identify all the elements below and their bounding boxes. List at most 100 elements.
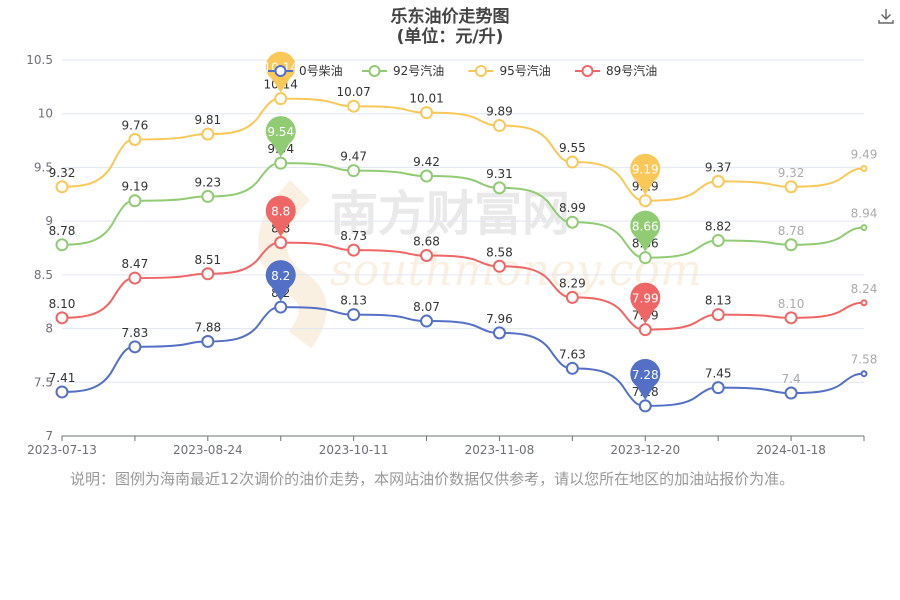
data-point bbox=[274, 156, 288, 170]
data-point bbox=[201, 334, 215, 348]
line-chart: 南方财富网southmoney.com77.588.599.51010.5202… bbox=[26, 51, 878, 457]
data-point bbox=[711, 381, 725, 395]
y-tick-label: 9.5 bbox=[34, 160, 53, 174]
data-label: 8.51 bbox=[194, 253, 221, 267]
x-tick-label: 2023-07-13 bbox=[27, 443, 97, 457]
data-point bbox=[128, 132, 142, 146]
data-label: 7.96 bbox=[486, 312, 513, 326]
data-point bbox=[55, 180, 69, 194]
pin-shape bbox=[265, 116, 296, 158]
chart-title: 乐东油价走势图 bbox=[390, 7, 510, 27]
data-label: 9.55 bbox=[559, 141, 586, 155]
data-point bbox=[638, 399, 652, 413]
x-tick-label: 2024-01-18 bbox=[756, 443, 826, 457]
data-point bbox=[492, 119, 506, 133]
data-point bbox=[860, 224, 868, 232]
data-point bbox=[565, 290, 579, 304]
data-point bbox=[55, 385, 69, 399]
data-point bbox=[128, 194, 142, 208]
data-label: 9.32 bbox=[49, 166, 76, 180]
data-label: 8.10 bbox=[49, 297, 76, 311]
legend-symbol bbox=[475, 65, 487, 77]
pin-marker: 9.54 bbox=[265, 116, 296, 158]
data-point bbox=[274, 236, 288, 250]
y-tick-label: 10 bbox=[38, 107, 53, 121]
data-label: 9.42 bbox=[413, 155, 440, 169]
data-point bbox=[492, 181, 506, 195]
data-point bbox=[420, 314, 434, 328]
data-point bbox=[565, 155, 579, 169]
data-label: 8.47 bbox=[122, 257, 149, 271]
data-point bbox=[492, 259, 506, 273]
data-label: 8.78 bbox=[49, 224, 76, 238]
data-point bbox=[711, 174, 725, 188]
data-point bbox=[201, 127, 215, 141]
pin-marker: 7.99 bbox=[630, 282, 661, 324]
pin-shape bbox=[630, 358, 661, 400]
data-label: 9.47 bbox=[340, 150, 367, 164]
data-point bbox=[860, 299, 868, 307]
data-point bbox=[347, 308, 361, 322]
pin-shape bbox=[630, 210, 661, 252]
data-label: 8.24 bbox=[851, 282, 878, 296]
download-icon[interactable] bbox=[876, 6, 896, 26]
data-label: 8.29 bbox=[559, 276, 586, 290]
pin-label: 9.54 bbox=[267, 125, 294, 139]
data-point bbox=[638, 251, 652, 265]
y-tick-label: 8 bbox=[45, 322, 53, 336]
data-label: 7.4 bbox=[782, 372, 801, 386]
data-point bbox=[565, 361, 579, 375]
data-point bbox=[492, 326, 506, 340]
data-label: 9.31 bbox=[486, 167, 513, 181]
data-point bbox=[55, 311, 69, 325]
pin-marker: 8.8 bbox=[265, 195, 296, 237]
pin-label: 8.2 bbox=[271, 269, 290, 283]
y-tick-label: 10.5 bbox=[26, 53, 53, 67]
data-label: 8.94 bbox=[851, 207, 878, 221]
data-point bbox=[347, 99, 361, 113]
data-label: 8.10 bbox=[778, 297, 805, 311]
data-label: 9.49 bbox=[851, 148, 878, 162]
data-label: 8.99 bbox=[559, 201, 586, 215]
data-point bbox=[784, 180, 798, 194]
y-tick-label: 7.5 bbox=[34, 375, 53, 389]
data-label: 9.32 bbox=[778, 166, 805, 180]
legend-symbol bbox=[581, 65, 594, 77]
pin-marker: 8.66 bbox=[630, 210, 661, 252]
data-point bbox=[638, 323, 652, 337]
y-tick-label: 7 bbox=[45, 429, 53, 443]
pin-marker: 9.19 bbox=[630, 153, 661, 195]
data-point bbox=[420, 249, 434, 263]
data-point bbox=[711, 308, 725, 322]
y-tick-label: 9 bbox=[45, 214, 53, 228]
data-label: 9.81 bbox=[194, 113, 221, 127]
data-label: 7.63 bbox=[559, 347, 586, 361]
data-label: 7.88 bbox=[194, 320, 221, 334]
data-point bbox=[347, 243, 361, 257]
pin-label: 7.99 bbox=[632, 292, 659, 306]
data-label: 8.68 bbox=[413, 235, 440, 249]
data-point bbox=[201, 189, 215, 203]
data-label: 7.41 bbox=[49, 371, 76, 385]
data-label: 7.58 bbox=[851, 353, 878, 367]
data-label: 8.58 bbox=[486, 245, 513, 259]
legend-item: 92号汽油 bbox=[362, 63, 444, 78]
chart-subtitle: (单位：元/升) bbox=[396, 27, 504, 47]
legend-symbol bbox=[274, 65, 287, 77]
data-point bbox=[638, 194, 652, 208]
legend-item: 95号汽油 bbox=[468, 63, 551, 78]
data-point bbox=[274, 92, 288, 106]
pin-shape bbox=[265, 195, 296, 237]
data-label: 8.13 bbox=[340, 294, 367, 308]
data-point bbox=[860, 165, 868, 173]
legend-item: 0号柴油 bbox=[268, 64, 343, 78]
series-line bbox=[61, 97, 865, 202]
pin-shape bbox=[265, 260, 296, 302]
data-point bbox=[347, 164, 361, 178]
legend-label: 89号汽油 bbox=[606, 63, 657, 78]
pin-shape bbox=[630, 282, 661, 324]
pin-label: 7.28 bbox=[632, 368, 659, 382]
data-point bbox=[55, 238, 69, 252]
x-tick-label: 2023-08-24 bbox=[173, 443, 243, 457]
data-label: 8.82 bbox=[705, 219, 732, 233]
